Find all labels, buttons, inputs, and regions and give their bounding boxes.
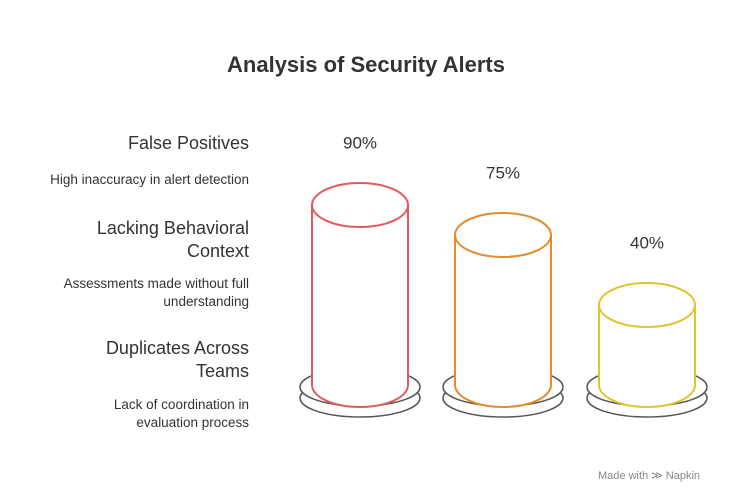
footer-text: Made with: [598, 470, 649, 482]
cylinder: [598, 282, 696, 408]
footer: Made with ≫ Napkin: [598, 470, 701, 482]
value-label: 40%: [630, 233, 664, 252]
cylinder: [311, 182, 409, 408]
description: Lack of coordination in evaluation proce…: [113, 397, 249, 430]
description: Assessments made without full understand…: [63, 276, 249, 309]
cylinder: [454, 212, 552, 408]
footer-brand: Napkin: [665, 470, 701, 482]
cylinder-top: [454, 212, 552, 258]
category-label: False Positives: [127, 133, 249, 153]
category-label: Lacking Behavioral Context: [96, 218, 249, 261]
value-label: 90%: [343, 133, 377, 152]
value-label: 75%: [486, 163, 520, 182]
cylinder-body: [598, 305, 696, 408]
cylinder-top: [311, 182, 409, 228]
cylinder-body: [311, 205, 409, 408]
description: High inaccuracy in alert detection: [50, 172, 249, 187]
cylinder-top: [598, 282, 696, 328]
cylinder-body: [454, 235, 552, 408]
chart-title: Analysis of Security Alerts: [227, 52, 505, 77]
category-label: Duplicates Across Teams: [105, 338, 249, 381]
